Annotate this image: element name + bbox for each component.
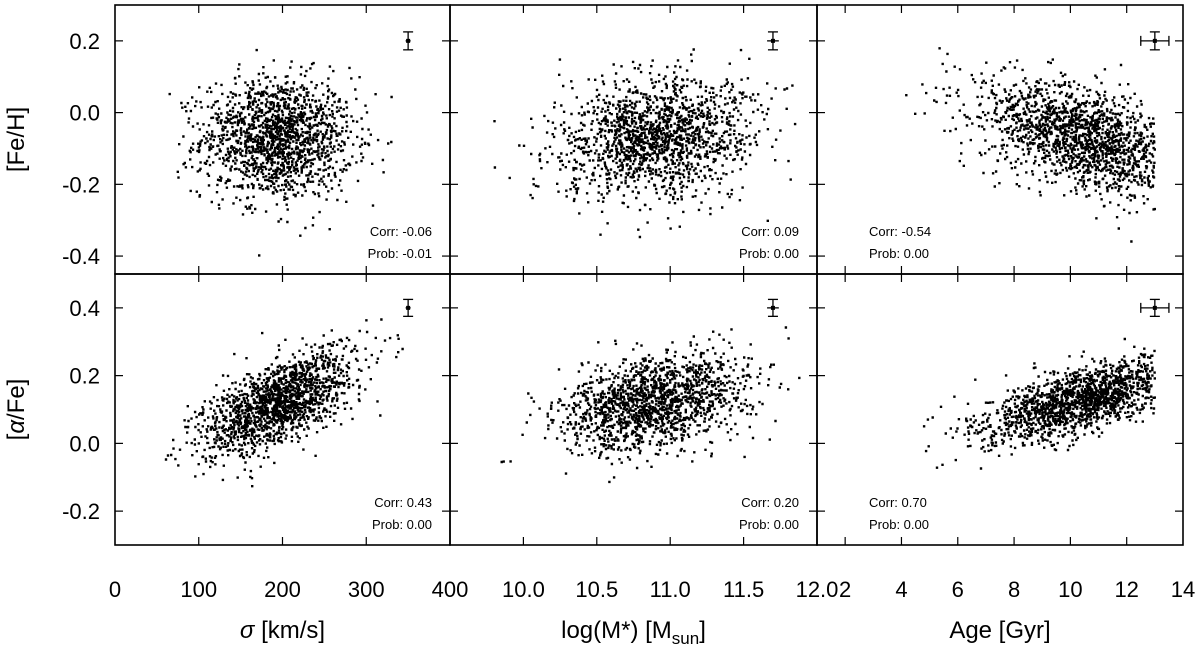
panel-r1c2: Corr: 0.70 Prob: 0.00 — [816, 273, 1184, 546]
x-tick-label: 400 — [432, 577, 469, 602]
error-bar-marker — [1152, 305, 1157, 310]
y-tick-label: 0.0 — [69, 431, 100, 456]
corr-label: Corr: 0.43 — [374, 495, 432, 510]
panels-layer: Corr: -0.06 Prob: -0.01 Corr: 0.09 Prob: 0.… — [114, 4, 1184, 546]
error-bar — [1140, 31, 1170, 51]
x-axis-title: σ [km/s] — [240, 617, 325, 644]
panel-r0c1: Corr: 0.09 Prob: 0.00 — [449, 4, 818, 275]
error-bar-marker — [1152, 38, 1157, 43]
y-axis-title-text: [Fe/H] — [3, 107, 30, 172]
prob-label: Prob: 0.00 — [869, 246, 929, 261]
x-tick-label: 11.5 — [723, 577, 764, 602]
panel-ticks — [450, 5, 817, 274]
x-tick-label: 10.5 — [575, 577, 618, 602]
corr-label: Corr: 0.20 — [741, 495, 799, 510]
panel-frame — [816, 273, 1184, 546]
panel-ticks — [115, 274, 450, 545]
axes-layer: 0 100 200 300 400 σ [km/s] 10.0 10.5 11.0 11.5 12.… — [3, 29, 1195, 648]
panel-ticks — [817, 5, 1183, 274]
panel-ticks — [817, 274, 1183, 545]
x-axis-title-close: ] — [699, 617, 706, 644]
x-tick-label: 10 — [1058, 577, 1082, 602]
corr-label: Corr: 0.09 — [741, 224, 799, 239]
panel-ticks — [450, 274, 817, 545]
y-tick-label: 0.2 — [69, 364, 100, 389]
error-bar-marker — [406, 38, 411, 43]
prob-label: Prob: 0.00 — [372, 517, 432, 532]
x-tick-label: 8 — [1008, 577, 1020, 602]
x-axis-title: log(M*) [Msun] — [561, 617, 706, 648]
error-bar-marker — [770, 38, 775, 43]
corr-label: Corr: -0.54 — [869, 224, 931, 239]
x-tick-label: 12.0 — [796, 577, 839, 602]
x-axis-title: Age [Gyr] — [949, 617, 1050, 644]
scatter-points — [164, 318, 404, 488]
y-axis-title-open: [ — [3, 433, 30, 440]
x-tick-label: 14 — [1171, 577, 1195, 602]
y-axis-title: [Fe/H] — [3, 107, 30, 172]
error-bar — [1140, 298, 1170, 317]
y-tick-label: 0.0 — [69, 101, 100, 126]
prob-label: Prob: 0.00 — [869, 517, 929, 532]
x-tick-label: 2 — [839, 577, 851, 602]
scatter-points — [922, 337, 1156, 470]
y-axis-title-symbol: α — [3, 419, 30, 434]
scatter-points — [168, 48, 393, 257]
panel-r0c0: Corr: -0.06 Prob: -0.01 — [114, 4, 451, 275]
error-bar-marker — [406, 305, 411, 310]
x-axis-title-text: Age [Gyr] — [949, 617, 1050, 644]
panel-r0c2: Corr: -0.54 Prob: 0.00 — [816, 4, 1184, 275]
scatter-points — [493, 48, 797, 239]
y-tick-label: -0.2 — [62, 499, 100, 524]
x-axis-title-sub: sun — [672, 629, 699, 648]
x-axis-title-symbol: σ — [240, 617, 256, 644]
error-bar-marker — [770, 305, 775, 310]
corr-label: Corr: 0.70 — [869, 495, 927, 510]
x-tick-label: 6 — [952, 577, 964, 602]
x-tick-label: 10.0 — [502, 577, 545, 602]
error-bar — [403, 298, 414, 317]
x-tick-label: 300 — [348, 577, 385, 602]
prob-label: Prob: 0.00 — [739, 246, 799, 261]
x-tick-label: 4 — [895, 577, 907, 602]
y-tick-label: 0.4 — [69, 296, 100, 321]
panel-r1c0: Corr: 0.43 Prob: 0.00 — [114, 273, 451, 546]
corr-label: Corr: -0.06 — [370, 224, 432, 239]
y-axis-title: [α/Fe] — [3, 379, 30, 441]
error-bar — [767, 298, 779, 317]
scatter-points — [905, 47, 1156, 243]
x-tick-label: 11.0 — [650, 577, 691, 602]
x-axis-title-text: log(M*) [M — [561, 617, 672, 644]
x-axis-title-text: [km/s] — [254, 617, 325, 644]
y-tick-label: -0.4 — [62, 244, 100, 269]
prob-label: Prob: 0.00 — [739, 517, 799, 532]
panel-r1c1: Corr: 0.20 Prob: 0.00 — [449, 273, 818, 546]
prob-label: Prob: -0.01 — [368, 246, 432, 261]
scatter-points — [500, 326, 801, 484]
x-tick-label: 100 — [180, 577, 217, 602]
panel-ticks — [115, 5, 450, 274]
x-tick-label: 200 — [264, 577, 301, 602]
x-tick-label: 0 — [109, 577, 121, 602]
x-tick-label: 12 — [1114, 577, 1138, 602]
error-bar — [403, 31, 414, 51]
y-tick-label: -0.2 — [62, 172, 100, 197]
error-bar — [767, 31, 779, 51]
y-axis-title-text: /Fe] — [3, 379, 30, 420]
y-tick-label: 0.2 — [69, 29, 100, 54]
